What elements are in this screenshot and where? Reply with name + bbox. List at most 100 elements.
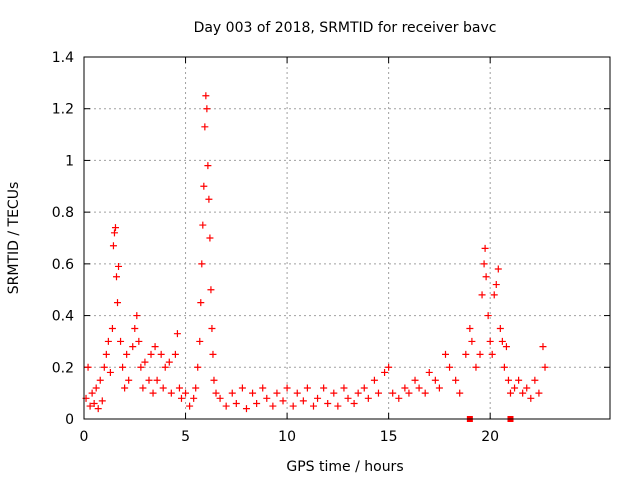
data-point — [389, 389, 397, 397]
data-point — [137, 363, 145, 371]
y-tick-label: 0.8 — [52, 205, 74, 221]
data-point — [147, 350, 155, 358]
data-point — [299, 397, 307, 405]
y-tick-label: 1.4 — [52, 50, 74, 66]
data-point — [395, 394, 403, 402]
data-point — [86, 402, 94, 410]
data-point — [500, 363, 508, 371]
data-points — [82, 92, 549, 422]
ticks: 0 5 10 15 20 0 0.2 0.4 0.6 0.8 1 1.2 1.4 — [52, 50, 610, 445]
data-point — [539, 343, 547, 351]
data-point — [273, 389, 281, 397]
x-axis-label: GPS time / hours — [286, 459, 403, 475]
data-point — [201, 123, 209, 131]
data-point — [98, 397, 106, 405]
data-point — [541, 363, 549, 371]
data-point — [374, 389, 382, 397]
data-point — [425, 368, 433, 376]
data-point — [228, 389, 236, 397]
data-point — [94, 405, 102, 413]
data-point — [92, 384, 100, 392]
data-point — [478, 291, 486, 299]
data-point — [141, 358, 149, 366]
data-point — [515, 376, 523, 384]
data-point — [309, 402, 317, 410]
y-tick-label: 0.4 — [52, 309, 74, 325]
data-point — [173, 330, 181, 338]
data-point — [210, 376, 218, 384]
data-point — [320, 384, 328, 392]
data-point — [381, 368, 389, 376]
data-point — [157, 350, 165, 358]
data-point — [96, 376, 104, 384]
data-point — [253, 399, 261, 407]
data-point — [106, 368, 114, 376]
data-point — [523, 384, 531, 392]
data-point — [441, 350, 449, 358]
data-point — [205, 195, 213, 203]
data-point — [472, 363, 480, 371]
data-point — [100, 363, 108, 371]
data-point — [289, 402, 297, 410]
data-point — [238, 384, 246, 392]
data-point — [259, 384, 267, 392]
data-point — [527, 394, 535, 402]
data-point — [456, 389, 464, 397]
y-tick-label: 0 — [65, 412, 74, 428]
data-point — [208, 325, 216, 332]
data-point — [370, 376, 378, 384]
data-point — [504, 376, 512, 384]
data-point — [182, 389, 190, 397]
data-point — [498, 337, 506, 345]
data-point — [484, 312, 492, 320]
data-point — [466, 325, 474, 332]
data-point — [139, 384, 147, 392]
data-point — [112, 273, 120, 281]
data-point — [186, 402, 194, 410]
data-point — [279, 397, 287, 405]
data-point — [344, 394, 352, 402]
data-point — [269, 402, 277, 410]
data-point — [303, 384, 311, 392]
data-point — [84, 363, 92, 371]
data-point — [90, 399, 98, 407]
data-point — [494, 265, 502, 273]
data-point — [263, 394, 271, 402]
data-point — [482, 273, 490, 281]
data-point — [480, 260, 488, 268]
data-point — [207, 286, 215, 294]
data-point — [165, 358, 173, 366]
data-point — [102, 350, 110, 358]
data-point — [496, 325, 504, 332]
data-point — [502, 343, 510, 351]
data-point — [401, 384, 409, 392]
data-point — [171, 350, 179, 358]
data-point — [531, 376, 539, 384]
chart-title: Day 003 of 2018, SRMTID for receiver bav… — [194, 20, 497, 36]
plot-frame — [83, 56, 611, 420]
data-point — [206, 234, 214, 242]
data-point — [151, 343, 159, 351]
data-point — [129, 343, 137, 351]
data-point — [159, 384, 167, 392]
data-point — [431, 376, 439, 384]
x-tick-label: 5 — [181, 429, 190, 445]
data-point — [481, 244, 489, 252]
data-point — [232, 399, 240, 407]
data-point — [190, 394, 198, 402]
data-point — [119, 363, 127, 371]
data-point — [314, 394, 322, 402]
data-point — [476, 350, 484, 358]
data-point — [196, 337, 204, 345]
data-point — [175, 384, 183, 392]
y-tick-label: 1.2 — [52, 102, 74, 118]
data-point — [405, 389, 413, 397]
data-point — [452, 376, 460, 384]
data-point — [435, 384, 443, 392]
data-point — [415, 384, 423, 392]
data-point — [519, 389, 527, 397]
data-point — [145, 376, 153, 384]
data-point — [111, 224, 119, 232]
data-point — [324, 399, 332, 407]
data-point — [110, 229, 118, 237]
